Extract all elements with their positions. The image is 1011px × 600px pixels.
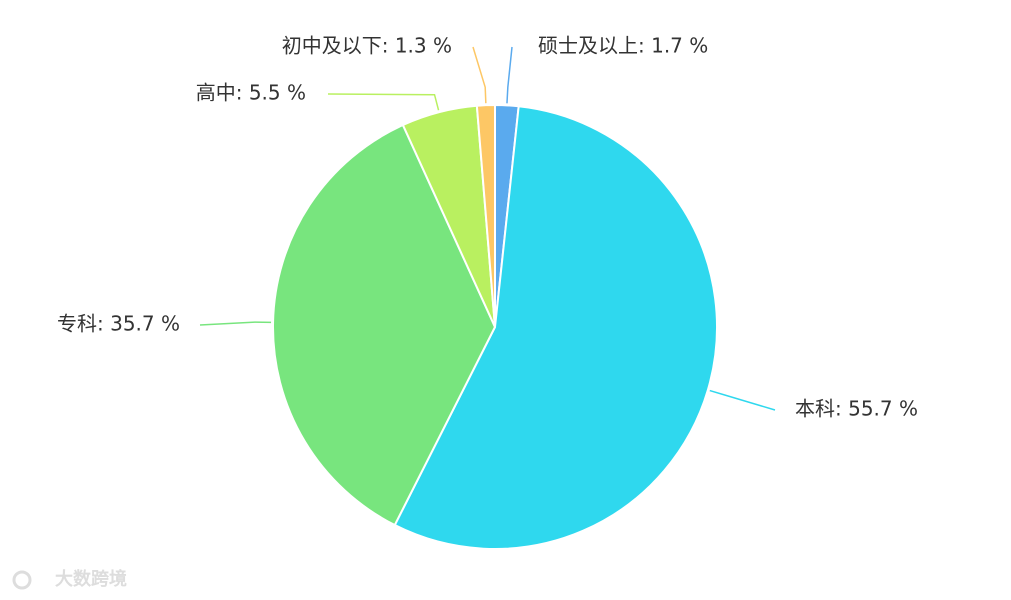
slice-label: 专科: 35.7 %: [57, 312, 180, 336]
leader-line: [199, 321, 272, 326]
slice-label: 初中及以下: 1.3 %: [282, 34, 452, 58]
watermark: 大数跨境: [55, 568, 127, 590]
watermark-icon: [12, 570, 32, 590]
pie-slice: [475, 103, 496, 328]
leader-line: [506, 46, 513, 104]
pie-slice: [272, 123, 497, 527]
slice-label: 硕士及以上: 1.7 %: [538, 34, 708, 58]
leader-line: [327, 93, 440, 111]
leader-line: [472, 46, 487, 104]
leader-line: [709, 389, 776, 411]
pie-slice: [393, 105, 718, 550]
slice-label: 高中: 5.5 %: [196, 81, 306, 105]
slice-label: 本科: 55.7 %: [795, 397, 918, 421]
